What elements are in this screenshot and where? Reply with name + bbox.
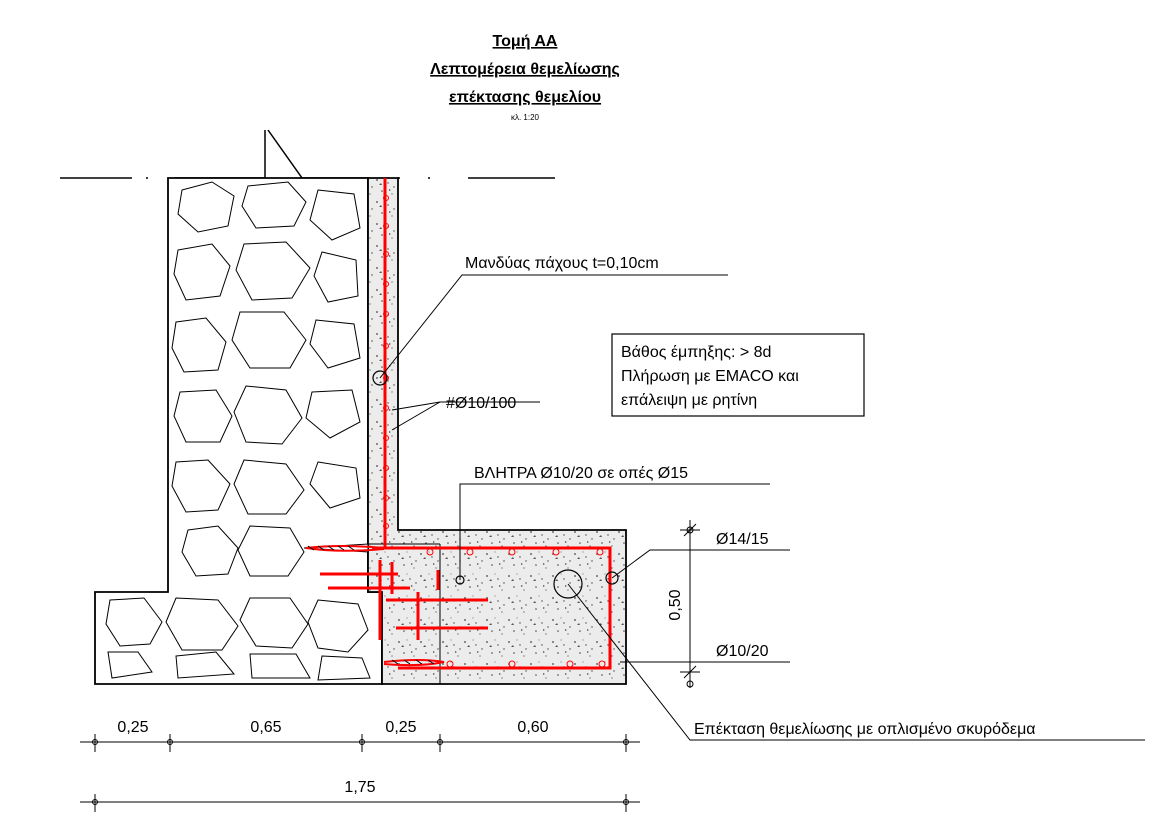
section-title: Τομή ΑΑ	[493, 33, 558, 50]
stone-pattern	[105, 181, 371, 681]
dim-seg-4: 0,60	[517, 719, 548, 736]
dim-seg-2: 0,65	[250, 719, 281, 736]
dowels-label: ΒΛΗΤΡΑ Ø10/20 σε οπές Ø15	[474, 465, 688, 482]
dim-total: 1,75	[344, 779, 375, 796]
bottom-bars-label: Ø10/20	[716, 643, 769, 660]
dimension-chain	[80, 734, 640, 812]
top-bars-label: Ø14/15	[716, 531, 769, 548]
height-value: 0,50	[667, 589, 684, 620]
note-box	[611, 333, 865, 417]
extension-title: επέκτασης θεμελίου	[449, 89, 601, 106]
note-line-3: επάλειψη με ρητίνη	[621, 392, 757, 409]
rebar-group	[320, 178, 612, 670]
drilled-holes	[303, 543, 445, 667]
jacket-label: Μανδύας πάχους t=0,10cm	[465, 255, 659, 272]
note-line-1: Βάθος έμπηξης: > 8d	[621, 344, 771, 361]
height-dimension	[680, 520, 700, 688]
leader-lines	[379, 274, 1145, 741]
dim-seg-3: 0,25	[385, 719, 416, 736]
dim-seg-1: 0,25	[117, 719, 148, 736]
extension-label: Επέκταση θεμελίωσης με οπλισμένο σκυρόδε…	[694, 721, 1036, 738]
rebar-dots	[383, 195, 606, 668]
concrete-jacket-and-extension	[367, 177, 627, 685]
scale-label: κλ. 1:20	[511, 113, 540, 122]
note-line-2: Πλήρωση με EMACO και	[621, 368, 799, 385]
detail-title: Λεπτομέρεια θεμελίωσης	[430, 61, 620, 78]
mesh-label: #Ø10/100	[446, 395, 516, 412]
stone-masonry-wall	[94, 177, 383, 685]
extension-stirrup	[372, 546, 612, 670]
